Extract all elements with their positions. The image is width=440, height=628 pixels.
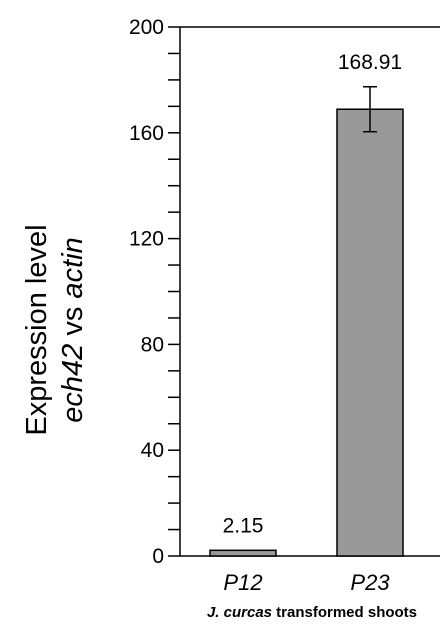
y-axis-ticks: 0 40 80 120 160 200	[129, 16, 180, 568]
y-axis-title-line2: ech42 vs actin	[57, 237, 89, 422]
category-label-p23: P23	[350, 570, 390, 595]
y-tick-label: 200	[129, 16, 164, 39]
gene-name: ech42	[57, 344, 89, 423]
bar-p23	[336, 108, 404, 557]
x-axis-title: J. curcas transformed shoots	[207, 604, 417, 621]
x-axis-title-rest: transformed shoots	[272, 604, 417, 621]
y-tick-label: 160	[129, 122, 164, 145]
data-labels: 2.15 168.91	[223, 51, 403, 538]
y-tick-label: 120	[129, 228, 164, 251]
y-tick-label: 0	[152, 545, 164, 568]
vs-text: vs	[57, 299, 89, 344]
x-axis-categories: P12 P23	[223, 570, 390, 595]
reference-gene-name: actin	[57, 237, 89, 298]
y-axis-title: Expression level ech42 vs actin	[21, 224, 89, 435]
bars	[209, 86, 404, 557]
bar-p12	[209, 549, 277, 557]
data-label-p12: 2.15	[223, 514, 264, 537]
y-axis-title-line1: Expression level	[21, 224, 53, 435]
species-name: J. curcas	[207, 604, 272, 621]
y-tick-label: 80	[141, 333, 164, 356]
category-label-p12: P12	[223, 570, 262, 595]
data-label-p23: 168.91	[338, 51, 402, 74]
y-tick-label: 40	[141, 439, 164, 462]
